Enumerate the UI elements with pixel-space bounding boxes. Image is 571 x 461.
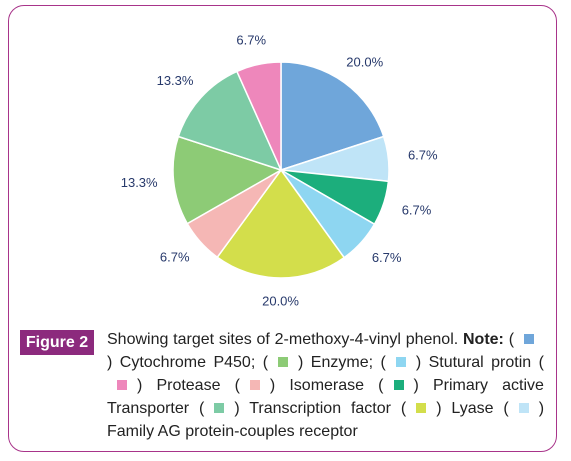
paren: (	[198, 400, 205, 417]
paren: )	[137, 377, 143, 394]
data-label: 6.7%	[408, 148, 438, 163]
data-label: 6.7%	[372, 250, 402, 265]
paren: (	[503, 400, 509, 417]
paren: (	[400, 400, 407, 417]
paren: )	[413, 377, 419, 394]
frame	[8, 5, 557, 452]
legend-swatch	[249, 380, 260, 390]
legend-item: () Stutural protin	[380, 354, 531, 371]
legend-label: Stutural protin	[428, 354, 532, 371]
pie-slice	[216, 168, 346, 279]
caption-text: Showing target sites of 2-methoxy-4-viny…	[107, 331, 459, 348]
caption: Showing target sites of 2-methoxy-4-viny…	[107, 328, 544, 443]
legend-swatch	[117, 380, 127, 390]
paren: )	[436, 400, 442, 417]
paren: )	[538, 400, 545, 417]
paren: (	[380, 354, 386, 371]
legend-label: Isomerase	[289, 377, 365, 394]
legend-swatch	[524, 334, 535, 344]
legend-swatch	[278, 357, 289, 367]
legend-label: Family AG protein-couples receptor	[107, 423, 358, 440]
legend-item: () Family AG protein-couples receptor	[107, 400, 544, 440]
legend-item: () Lyase	[401, 400, 494, 417]
paren: )	[234, 400, 240, 417]
data-label: 6.7%	[236, 32, 266, 47]
legend-swatch	[393, 380, 404, 390]
data-label: 20.0%	[346, 55, 383, 70]
data-label: 13.3%	[157, 73, 194, 88]
legend-item: () Isomerase	[235, 377, 364, 394]
legend-label: Transcription factor	[249, 400, 391, 417]
paren: (	[538, 354, 544, 371]
legend-swatch	[518, 403, 529, 413]
pie-slice	[235, 61, 282, 171]
legend-label: Cytochrome P450;	[119, 354, 256, 371]
legend-label: Lyase	[451, 400, 494, 417]
data-label: 20.0%	[262, 293, 299, 308]
pie-slice	[280, 61, 385, 172]
paren: )	[415, 354, 422, 371]
legend-label: Primary active Transporter	[107, 377, 544, 417]
paren: )	[107, 354, 113, 371]
data-label: 13.3%	[121, 175, 158, 190]
legend-item: () Primary active Transporter	[107, 377, 544, 417]
pie-slice	[172, 135, 283, 225]
legend-swatch	[395, 357, 406, 367]
paren: )	[269, 377, 276, 394]
caption-note: Note:	[463, 331, 504, 348]
legend-label: Protease	[156, 377, 221, 394]
legend-item: () Protease	[107, 354, 544, 394]
paren: (	[378, 377, 384, 394]
paren: (	[262, 354, 269, 371]
legend-swatch	[416, 403, 427, 413]
paren: (	[508, 331, 515, 348]
pie-slice	[177, 70, 283, 172]
legend-item: () Cytochrome P450;	[107, 331, 544, 371]
legend-label: Enzyme;	[310, 354, 374, 371]
data-label: 6.7%	[160, 249, 190, 264]
figure-label: Figure 2	[20, 330, 94, 355]
paren: )	[298, 354, 304, 371]
legend-item: () Transcription factor	[199, 400, 391, 417]
paren: (	[234, 377, 240, 394]
data-label: 6.7%	[402, 202, 432, 217]
legend-item: () Enzyme;	[263, 354, 373, 371]
legend-swatch	[214, 403, 225, 413]
